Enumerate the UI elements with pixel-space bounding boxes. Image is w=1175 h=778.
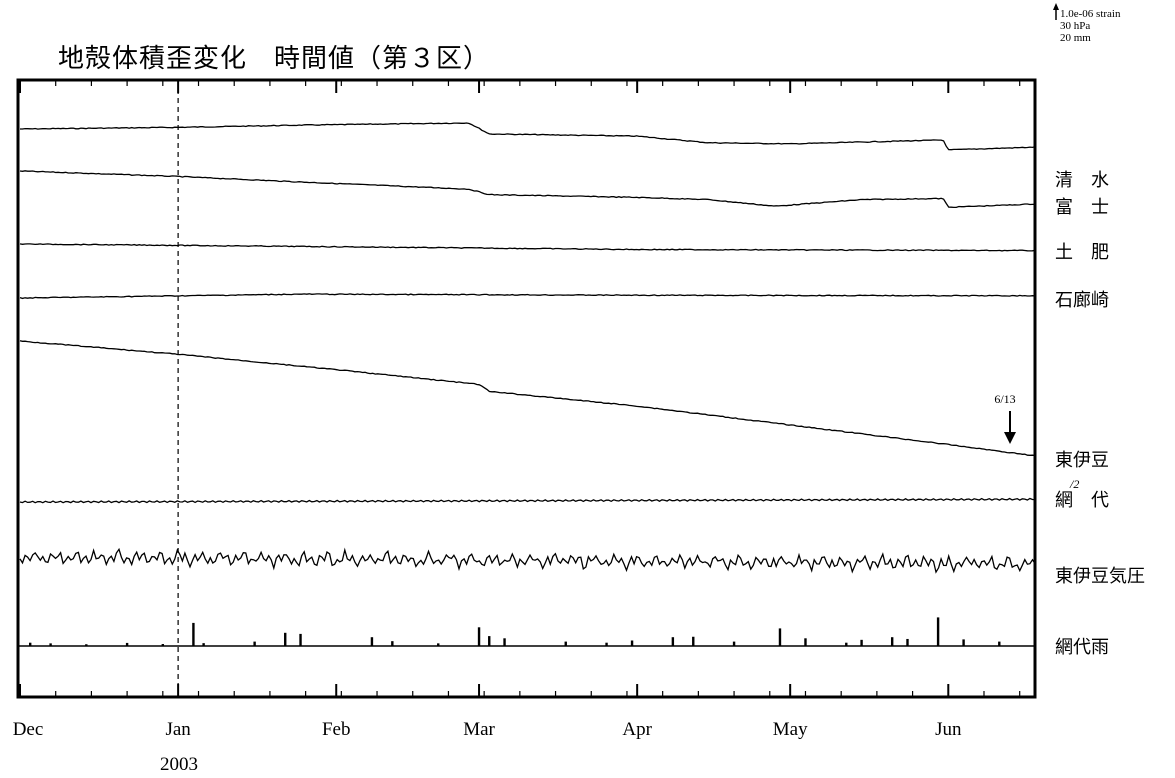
station-label: 石廊崎 [1055, 290, 1109, 311]
rain-bar [488, 636, 491, 646]
station-label: 網代雨 [1055, 637, 1109, 658]
station-label: 網 代 [1055, 490, 1109, 511]
tick-marks [19, 80, 1021, 697]
station-label: 富 士 [1055, 197, 1109, 218]
rain-bar [503, 638, 506, 646]
rain-bar [671, 637, 675, 646]
rain-bar [85, 644, 88, 646]
rain-bar [299, 633, 302, 646]
rain-bar [605, 642, 608, 646]
rain-bar [564, 641, 567, 646]
series-line [19, 547, 1036, 574]
rain-bar [202, 643, 205, 646]
event-arrowhead [1004, 432, 1016, 444]
month-label: Apr [622, 719, 652, 740]
station-label: 土 肥 [1055, 242, 1109, 263]
year-label: 2003 [160, 754, 198, 775]
plot-frame [16, 78, 1037, 699]
series-line [19, 340, 1036, 457]
rain-bar [906, 638, 909, 646]
rain-bars [29, 617, 1001, 646]
rain-bar [391, 641, 394, 646]
rain-bar [692, 636, 695, 646]
rain-bar [125, 642, 129, 646]
rain-bar [778, 628, 782, 646]
scale-arrowhead [1053, 3, 1059, 10]
month-label: Jan [165, 719, 191, 740]
month-label: Feb [322, 719, 351, 740]
scaled-note: /2 [1069, 477, 1079, 491]
month-label: Jun [935, 719, 962, 740]
rain-bar [936, 617, 940, 646]
rain-bar [284, 632, 287, 646]
month-label: Dec [13, 719, 44, 740]
rain-bar [630, 640, 634, 646]
rain-bar [161, 644, 165, 646]
series-line [20, 122, 1036, 151]
series-line [19, 293, 1036, 300]
rain-bar [253, 641, 256, 646]
station-label: 清 水 [1055, 170, 1109, 191]
series-line [19, 243, 1036, 252]
rain-bar [732, 641, 736, 646]
event-annotation: 6/13 [994, 392, 1015, 406]
rain-bar [29, 642, 32, 646]
month-label: May [773, 719, 808, 740]
rain-bar [370, 637, 374, 646]
series-lines [19, 122, 1036, 574]
series-line [19, 170, 1036, 209]
series-line [19, 497, 1036, 504]
rain-bar [890, 637, 894, 646]
rain-bar [192, 622, 195, 646]
scale-rain: 20 mm [1060, 32, 1091, 44]
rain-bar [804, 638, 807, 646]
month-label: Mar [463, 719, 495, 740]
rain-bar [860, 639, 863, 646]
rain-bar [962, 639, 965, 646]
station-label: 東伊豆気圧 [1055, 566, 1145, 587]
station-label: 東伊豆 [1055, 450, 1109, 471]
rain-bar [49, 643, 52, 646]
rain-bar [437, 643, 440, 646]
rain-bar [845, 642, 848, 646]
scale-pressure: 30 hPa [1060, 20, 1091, 32]
scale-legend: 1.0e-06 strain 30 hPa 20 mm [1060, 8, 1120, 44]
scale-strain: 1.0e-06 strain [1060, 8, 1121, 20]
rain-bar [998, 641, 1001, 646]
rain-bar [477, 627, 481, 646]
chart-title: 地殻体積歪変化 時間値（第３区） [58, 44, 491, 74]
month-labels: Dec Jan Feb Mar Apr May Jun [13, 719, 962, 740]
